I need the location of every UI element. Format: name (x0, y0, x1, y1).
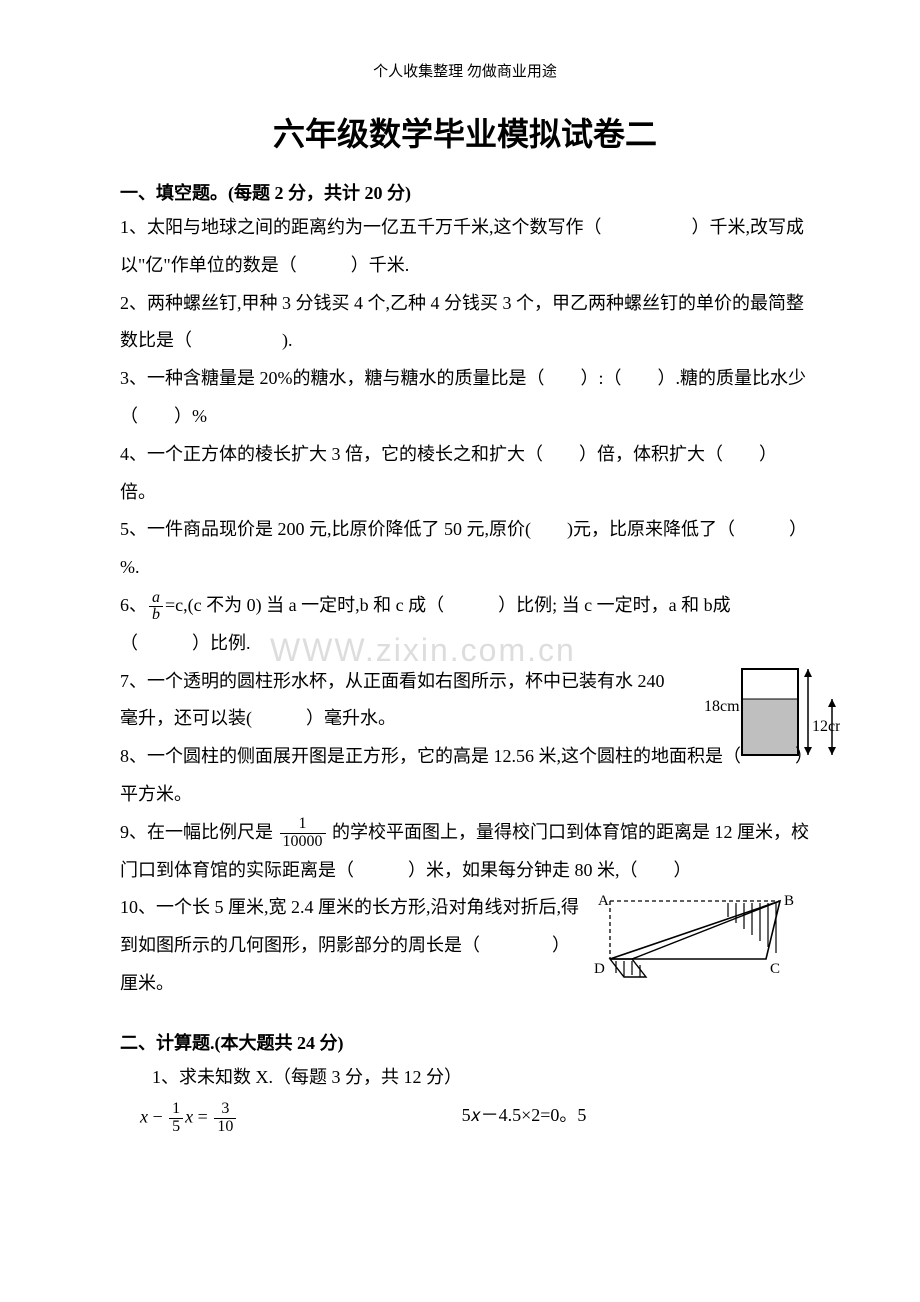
equation-1: x − 15x = 310 (120, 1101, 462, 1136)
frac-num-310: 3 (214, 1101, 236, 1119)
question-7: 7、一个透明的圆柱形水杯，从正面看如右图所示，杯中已装有水 240 毫升，还可以… (120, 663, 810, 739)
header-note: 个人收集整理 勿做商业用途 (120, 60, 810, 81)
question-10: 10、一个长 5 厘米,宽 2.4 厘米的长方形,沿对角线对折后,得到如图所示的… (120, 889, 810, 1002)
question-5: 5、一件商品现价是 200 元,比原价降低了 50 元,原价( )元，比原来降低… (120, 511, 810, 587)
frac-den-10000: 10000 (280, 834, 326, 851)
arrow-up-outer (804, 669, 812, 677)
question-3: 3、一种含糖量是 20%的糖水，糖与糖水的质量比是（ ）:（ ）.糖的质量比水少… (120, 360, 810, 436)
equation-row: x − 15x = 310 5𝑥－4.5×2=0。5 (120, 1101, 810, 1136)
frac-den: b (149, 607, 163, 624)
question-1: 1、太阳与地球之间的距离约为一亿五千万千米,这个数写作（ ）千米,改写成以"亿"… (120, 209, 810, 285)
outer-triangle (610, 901, 780, 959)
q6-rest: =c,(c 不为 0) 当 a 一定时,b 和 c 成（ ）比例; 当 c 一定… (120, 595, 731, 653)
label-18cm: 18cm (704, 698, 740, 715)
frac-num: a (149, 590, 163, 608)
fraction-1-10000: 110000 (280, 816, 326, 851)
frac-den-310: 10 (214, 1119, 236, 1136)
section-2-heading: 二、计算题.(本大题共 24 分) (120, 1029, 810, 1055)
triangle-figure: A B C D (580, 889, 800, 998)
hatch-flap (616, 961, 640, 977)
question-8: 8、一个圆柱的侧面展开图是正方形，它的高是 12.56 米,这个圆柱的地面积是（… (120, 738, 810, 814)
var-x2: x (185, 1106, 193, 1126)
label-C: C (770, 961, 780, 977)
question-9: 9、在一幅比例尺是 110000 的学校平面图上，量得校门口到体育馆的距离是 1… (120, 814, 810, 890)
q7-text: 7、一个透明的圆柱形水杯，从正面看如右图所示，杯中已装有水 240 毫升，还可以… (120, 671, 665, 729)
question-4: 4、一个正方体的棱长扩大 3 倍，它的棱长之和扩大（ ）倍，体积扩大（ ）倍。 (120, 436, 810, 512)
section-2-sub1: 1、求未知数 X.（每题 3 分，共 12 分） (120, 1059, 810, 1095)
q10-text: 10、一个长 5 厘米,宽 2.4 厘米的长方形,沿对角线对折后,得到如图所示的… (120, 897, 579, 993)
equation-2: 5𝑥－4.5×2=0。5 (462, 1101, 810, 1136)
triangle-svg: A B C D (580, 889, 800, 984)
arrow-down-water (828, 747, 836, 755)
arrow-up-water (828, 699, 836, 707)
label-A: A (598, 893, 609, 909)
fraction-1-5: 15 (169, 1101, 183, 1136)
var-x1: x (140, 1106, 148, 1126)
section-1-heading: 一、填空题。(每题 2 分，共计 20 分) (120, 179, 810, 205)
question-6: WWW.zixin.com.cn 6、ab=c,(c 不为 0) 当 a 一定时… (120, 587, 810, 663)
q6-prefix: 6、 (120, 595, 147, 615)
frac-num-1: 1 (280, 816, 326, 834)
frac-den-15: 5 (169, 1119, 183, 1136)
q9-prefix: 9、在一幅比例尺是 (120, 822, 273, 842)
fraction-a-over-b: ab (149, 590, 163, 625)
fold-diagonal (632, 901, 780, 959)
question-2: 2、两种螺丝钉,甲种 3 分钱买 4 个,乙种 4 分钱买 3 个，甲乙两种螺丝… (120, 285, 810, 361)
label-12cm: 12cm (812, 718, 840, 735)
fraction-3-10: 310 (214, 1101, 236, 1136)
label-B: B (784, 893, 794, 909)
frac-num-15: 1 (169, 1101, 183, 1119)
label-D: D (594, 961, 605, 977)
page-title: 六年级数学毕业模拟试卷二 (120, 109, 810, 155)
